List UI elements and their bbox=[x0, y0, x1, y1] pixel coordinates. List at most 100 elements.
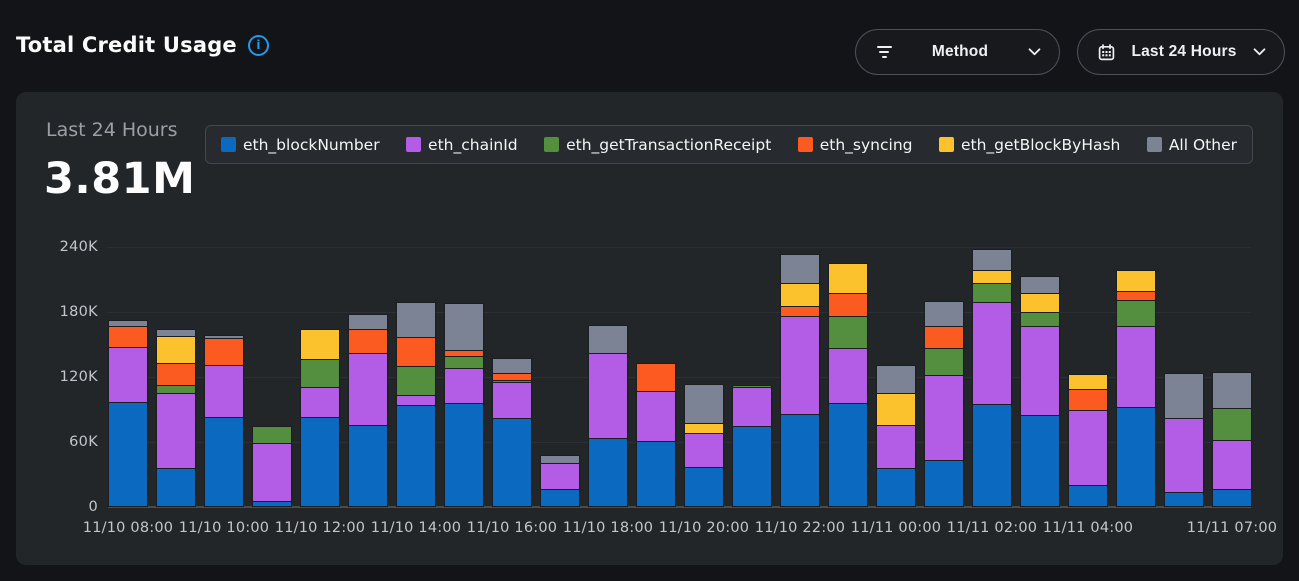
bar-segment-eth_getTransactionReceipt[interactable] bbox=[396, 366, 436, 396]
bar-segment-eth_blockNumber[interactable] bbox=[204, 417, 244, 507]
bar-segment-eth_chainId[interactable] bbox=[492, 382, 532, 419]
stacked-bar[interactable] bbox=[684, 383, 724, 507]
bar-segment-All Other[interactable] bbox=[348, 314, 388, 330]
bar-segment-All Other[interactable] bbox=[108, 319, 148, 327]
bar-segment-All Other[interactable] bbox=[444, 303, 484, 350]
stacked-bar[interactable] bbox=[1020, 276, 1060, 507]
bar-segment-eth_blockNumber[interactable] bbox=[732, 425, 772, 507]
bar-segment-eth_chainId[interactable] bbox=[300, 386, 340, 418]
bar-segment-eth_chainId[interactable] bbox=[780, 316, 820, 414]
bar-segment-eth_syncing[interactable] bbox=[492, 372, 532, 381]
bar-segment-eth_chainId[interactable] bbox=[540, 462, 580, 489]
bar-segment-eth_syncing[interactable] bbox=[1068, 388, 1108, 410]
legend-item[interactable]: All Other bbox=[1146, 136, 1237, 154]
stacked-bar[interactable] bbox=[732, 384, 772, 507]
bar-segment-eth_blockNumber[interactable] bbox=[252, 500, 292, 507]
stacked-bar[interactable] bbox=[348, 314, 388, 507]
bar-segment-eth_getBlockByHash[interactable] bbox=[1020, 292, 1060, 313]
legend-item[interactable]: eth_chainId bbox=[406, 136, 518, 154]
stacked-bar[interactable] bbox=[636, 362, 676, 507]
bar-segment-eth_chainId[interactable] bbox=[1116, 326, 1156, 408]
legend-item[interactable]: eth_blockNumber bbox=[221, 136, 380, 154]
bar-segment-eth_getTransactionReceipt[interactable] bbox=[924, 347, 964, 375]
bar-segment-eth_blockNumber[interactable] bbox=[876, 468, 916, 507]
bar-segment-eth_syncing[interactable] bbox=[444, 349, 484, 357]
bar-segment-eth_chainId[interactable] bbox=[1164, 418, 1204, 492]
bar-segment-All Other[interactable] bbox=[204, 334, 244, 339]
bar-segment-eth_chainId[interactable] bbox=[348, 353, 388, 425]
bar-segment-eth_getTransactionReceipt[interactable] bbox=[1116, 300, 1156, 327]
bar-segment-eth_blockNumber[interactable] bbox=[156, 468, 196, 507]
bar-segment-eth_blockNumber[interactable] bbox=[972, 404, 1012, 507]
bar-segment-eth_syncing[interactable] bbox=[204, 338, 244, 366]
bar-segment-eth_blockNumber[interactable] bbox=[492, 418, 532, 507]
bar-segment-eth_blockNumber[interactable] bbox=[780, 413, 820, 507]
bar-segment-All Other[interactable] bbox=[780, 253, 820, 283]
bar-segment-All Other[interactable] bbox=[156, 329, 196, 336]
bar-segment-eth_getTransactionReceipt[interactable] bbox=[444, 356, 484, 369]
bar-segment-eth_chainId[interactable] bbox=[972, 302, 1012, 405]
bar-segment-eth_blockNumber[interactable] bbox=[1164, 491, 1204, 507]
bar-segment-All Other[interactable] bbox=[684, 383, 724, 423]
bar-segment-eth_blockNumber[interactable] bbox=[1068, 485, 1108, 507]
bar-segment-eth_blockNumber[interactable] bbox=[348, 424, 388, 507]
stacked-bar[interactable] bbox=[204, 334, 244, 507]
bar-segment-All Other[interactable] bbox=[972, 249, 1012, 270]
legend-item[interactable]: eth_getTransactionReceipt bbox=[544, 136, 771, 154]
bar-segment-eth_blockNumber[interactable] bbox=[444, 403, 484, 507]
bar-segment-eth_getTransactionReceipt[interactable] bbox=[1020, 312, 1060, 327]
bar-segment-eth_chainId[interactable] bbox=[636, 391, 676, 441]
bar-segment-eth_chainId[interactable] bbox=[396, 395, 436, 406]
bar-segment-All Other[interactable] bbox=[924, 301, 964, 327]
bar-segment-eth_blockNumber[interactable] bbox=[300, 417, 340, 507]
bar-segment-eth_chainId[interactable] bbox=[876, 424, 916, 468]
bar-segment-eth_chainId[interactable] bbox=[204, 365, 244, 418]
bar-segment-All Other[interactable] bbox=[1164, 372, 1204, 419]
bar-segment-eth_syncing[interactable] bbox=[924, 326, 964, 348]
bar-segment-eth_chainId[interactable] bbox=[1068, 409, 1108, 486]
bar-segment-eth_blockNumber[interactable] bbox=[540, 488, 580, 507]
bar-segment-eth_getTransactionReceipt[interactable] bbox=[492, 380, 532, 383]
bar-segment-eth_blockNumber[interactable] bbox=[924, 460, 964, 507]
time-range-button[interactable]: Last 24 Hours bbox=[1077, 29, 1285, 75]
info-circle-icon[interactable]: i bbox=[247, 34, 269, 56]
bar-segment-eth_getBlockByHash[interactable] bbox=[1116, 269, 1156, 292]
stacked-bar[interactable] bbox=[828, 263, 868, 507]
bar-segment-eth_getTransactionReceipt[interactable] bbox=[732, 384, 772, 387]
bar-segment-eth_blockNumber[interactable] bbox=[108, 401, 148, 507]
stacked-bar[interactable] bbox=[540, 455, 580, 507]
stacked-bar[interactable] bbox=[780, 253, 820, 507]
bar-segment-eth_blockNumber[interactable] bbox=[1212, 488, 1252, 507]
bar-segment-eth_chainId[interactable] bbox=[828, 347, 868, 403]
bar-segment-eth_getBlockByHash[interactable] bbox=[972, 269, 1012, 283]
bar-segment-eth_chainId[interactable] bbox=[108, 346, 148, 402]
stacked-bar[interactable] bbox=[588, 325, 628, 507]
bar-segment-eth_chainId[interactable] bbox=[156, 393, 196, 468]
bar-segment-eth_syncing[interactable] bbox=[780, 305, 820, 317]
stacked-bar[interactable] bbox=[1212, 371, 1252, 507]
bar-segment-eth_blockNumber[interactable] bbox=[1020, 414, 1060, 507]
bar-segment-eth_getBlockByHash[interactable] bbox=[684, 422, 724, 434]
bar-segment-eth_getTransactionReceipt[interactable] bbox=[156, 384, 196, 394]
bar-segment-eth_syncing[interactable] bbox=[396, 336, 436, 367]
bar-segment-eth_chainId[interactable] bbox=[444, 368, 484, 403]
bar-segment-eth_getTransactionReceipt[interactable] bbox=[300, 358, 340, 387]
bar-segment-All Other[interactable] bbox=[1020, 276, 1060, 293]
bar-segment-All Other[interactable] bbox=[396, 302, 436, 337]
method-filter-button[interactable]: Method bbox=[855, 29, 1060, 75]
bar-segment-eth_chainId[interactable] bbox=[252, 443, 292, 501]
stacked-bar[interactable] bbox=[108, 319, 148, 507]
bar-segment-All Other[interactable] bbox=[876, 365, 916, 394]
bar-segment-All Other[interactable] bbox=[1212, 371, 1252, 409]
bar-segment-All Other[interactable] bbox=[492, 357, 532, 373]
bar-segment-eth_syncing[interactable] bbox=[636, 362, 676, 392]
bar-segment-All Other[interactable] bbox=[588, 325, 628, 354]
stacked-bar[interactable] bbox=[492, 357, 532, 507]
bar-segment-eth_blockNumber[interactable] bbox=[588, 437, 628, 507]
bar-segment-eth_chainId[interactable] bbox=[588, 353, 628, 438]
legend-item[interactable]: eth_getBlockByHash bbox=[938, 136, 1120, 154]
stacked-bar[interactable] bbox=[396, 302, 436, 507]
stacked-bar[interactable] bbox=[252, 425, 292, 507]
bar-segment-eth_getTransactionReceipt[interactable] bbox=[1212, 408, 1252, 440]
bar-segment-eth_blockNumber[interactable] bbox=[828, 403, 868, 507]
